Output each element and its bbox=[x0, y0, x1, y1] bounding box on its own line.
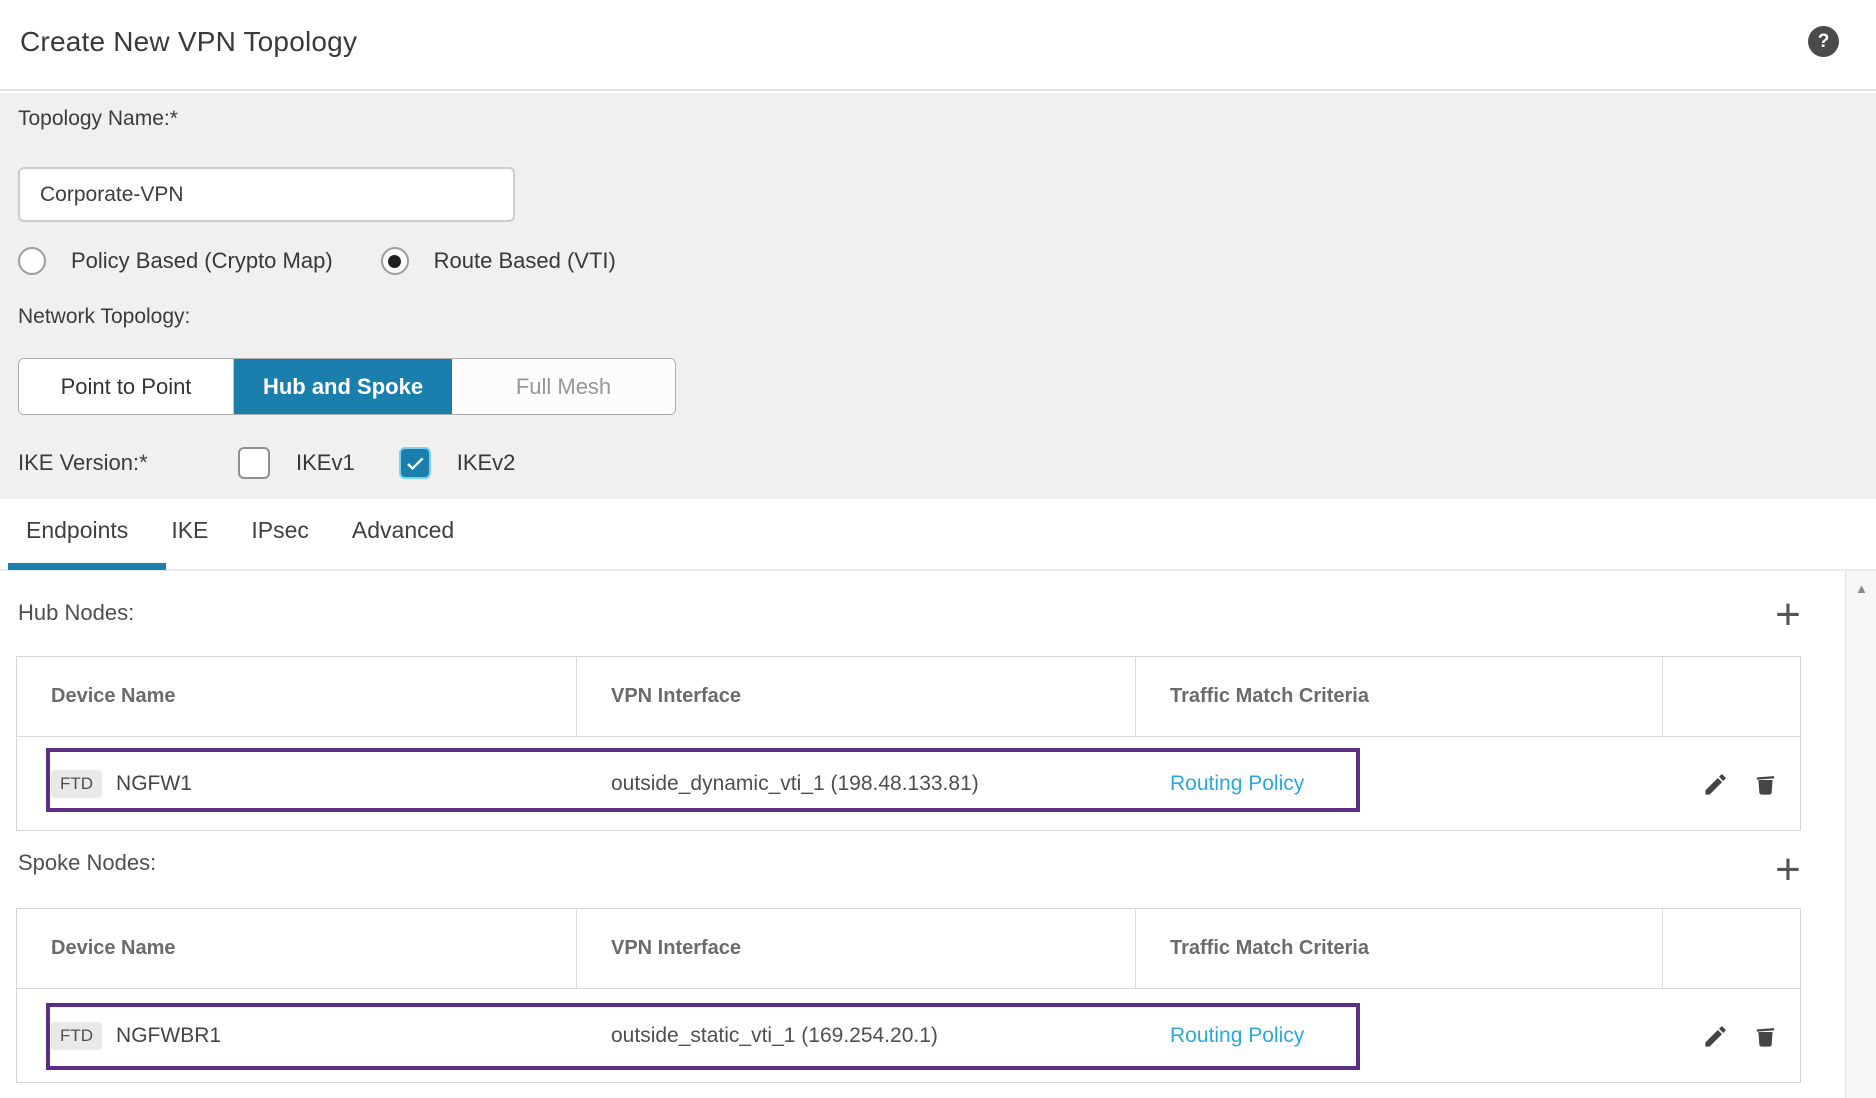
ikev1-label: IKEv1 bbox=[296, 450, 355, 475]
device-type-badge: FTD bbox=[51, 1022, 103, 1050]
column-vpn-interface: VPN Interface bbox=[577, 657, 1136, 736]
device-name: NGFWBR1 bbox=[116, 1024, 222, 1047]
vertical-scrollbar[interactable]: ▲ bbox=[1845, 571, 1876, 1098]
vpn-type-radio-group: Policy Based (Crypto Map) Route Based (V… bbox=[18, 245, 616, 277]
segment-full-mesh[interactable]: Full Mesh bbox=[452, 359, 675, 414]
route-based-label: Route Based (VTI) bbox=[433, 248, 616, 273]
vpn-interface-value: outside_dynamic_vti_1 (198.48.133.81) bbox=[611, 772, 979, 795]
edit-spoke-node-button[interactable] bbox=[1700, 1021, 1730, 1051]
spoke-table-header: Device Name VPN Interface Traffic Match … bbox=[17, 909, 1800, 989]
checkmark-icon bbox=[406, 457, 424, 471]
hub-table-row: FTD NGFW1 outside_dynamic_vti_1 (198.48.… bbox=[17, 737, 1800, 831]
delete-spoke-node-button[interactable] bbox=[1750, 1021, 1780, 1051]
ikev2-label: IKEv2 bbox=[456, 450, 516, 475]
vpn-interface-value: outside_static_vti_1 (169.254.20.1) bbox=[611, 1024, 938, 1047]
add-hub-node-button[interactable]: + bbox=[1768, 593, 1808, 637]
routing-policy-link[interactable]: Routing Policy bbox=[1170, 1024, 1305, 1047]
edit-hub-node-button[interactable] bbox=[1700, 769, 1730, 799]
pencil-icon bbox=[1704, 1025, 1726, 1047]
tab-ike[interactable]: IKE bbox=[171, 517, 209, 543]
route-based-radio[interactable] bbox=[380, 247, 409, 275]
help-glyph: ? bbox=[1817, 30, 1830, 52]
network-topology-segmented-control: Point to Point Hub and Spoke Full Mesh bbox=[18, 358, 676, 415]
help-icon[interactable]: ? bbox=[1808, 26, 1839, 57]
tab-bar: Endpoints IKE IPsec Advanced bbox=[0, 499, 1876, 571]
delete-hub-node-button[interactable] bbox=[1750, 769, 1780, 799]
trash-icon bbox=[1756, 1027, 1774, 1047]
tab-ipsec[interactable]: IPsec bbox=[251, 517, 309, 543]
endpoints-panel: Hub Nodes: + Device Name VPN Interface T… bbox=[0, 571, 1876, 1098]
column-actions bbox=[1663, 657, 1800, 736]
ikev1-checkbox[interactable] bbox=[238, 447, 270, 479]
ike-version-row: IKE Version:* IKEv1 IKEv2 bbox=[18, 445, 515, 481]
device-name: NGFW1 bbox=[116, 772, 192, 795]
pencil-icon bbox=[1704, 773, 1726, 795]
spoke-table-row: FTD NGFWBR1 outside_static_vti_1 (169.25… bbox=[17, 989, 1800, 1083]
ike-version-label: IKE Version:* bbox=[18, 450, 148, 475]
policy-based-label: Policy Based (Crypto Map) bbox=[71, 248, 333, 273]
column-traffic-match: Traffic Match Criteria bbox=[1136, 657, 1663, 736]
column-actions bbox=[1663, 909, 1800, 988]
spoke-nodes-table: Device Name VPN Interface Traffic Match … bbox=[16, 908, 1801, 1083]
add-spoke-node-button[interactable]: + bbox=[1768, 848, 1808, 892]
ikev2-checkbox[interactable] bbox=[398, 447, 431, 479]
device-type-badge: FTD bbox=[51, 770, 103, 798]
plus-icon: + bbox=[1775, 590, 1801, 639]
page-title: Create New VPN Topology bbox=[20, 26, 358, 57]
policy-based-radio[interactable] bbox=[18, 247, 46, 275]
column-device-name: Device Name bbox=[17, 657, 577, 736]
segment-point-to-point[interactable]: Point to Point bbox=[19, 359, 234, 414]
active-tab-indicator bbox=[8, 563, 166, 570]
tab-endpoints[interactable]: Endpoints bbox=[26, 517, 129, 543]
scroll-up-arrow-icon[interactable]: ▲ bbox=[1855, 581, 1868, 596]
column-vpn-interface: VPN Interface bbox=[577, 909, 1136, 988]
network-topology-label: Network Topology: bbox=[18, 305, 191, 328]
column-device-name: Device Name bbox=[17, 909, 577, 988]
hub-nodes-label: Hub Nodes: bbox=[18, 600, 135, 625]
spoke-nodes-label: Spoke Nodes: bbox=[18, 850, 157, 875]
topology-form: Topology Name:* Policy Based (Crypto Map… bbox=[0, 93, 1876, 499]
hub-nodes-table: Device Name VPN Interface Traffic Match … bbox=[16, 656, 1801, 831]
topology-name-label: Topology Name:* bbox=[18, 107, 178, 130]
dialog-header: Create New VPN Topology ? bbox=[0, 0, 1876, 91]
tab-advanced[interactable]: Advanced bbox=[351, 517, 455, 543]
topology-name-input[interactable] bbox=[18, 167, 515, 222]
routing-policy-link[interactable]: Routing Policy bbox=[1170, 772, 1305, 795]
plus-icon: + bbox=[1775, 845, 1801, 894]
column-traffic-match: Traffic Match Criteria bbox=[1136, 909, 1663, 988]
segment-hub-and-spoke[interactable]: Hub and Spoke bbox=[234, 359, 452, 414]
trash-icon bbox=[1756, 775, 1774, 795]
hub-table-header: Device Name VPN Interface Traffic Match … bbox=[17, 657, 1800, 737]
